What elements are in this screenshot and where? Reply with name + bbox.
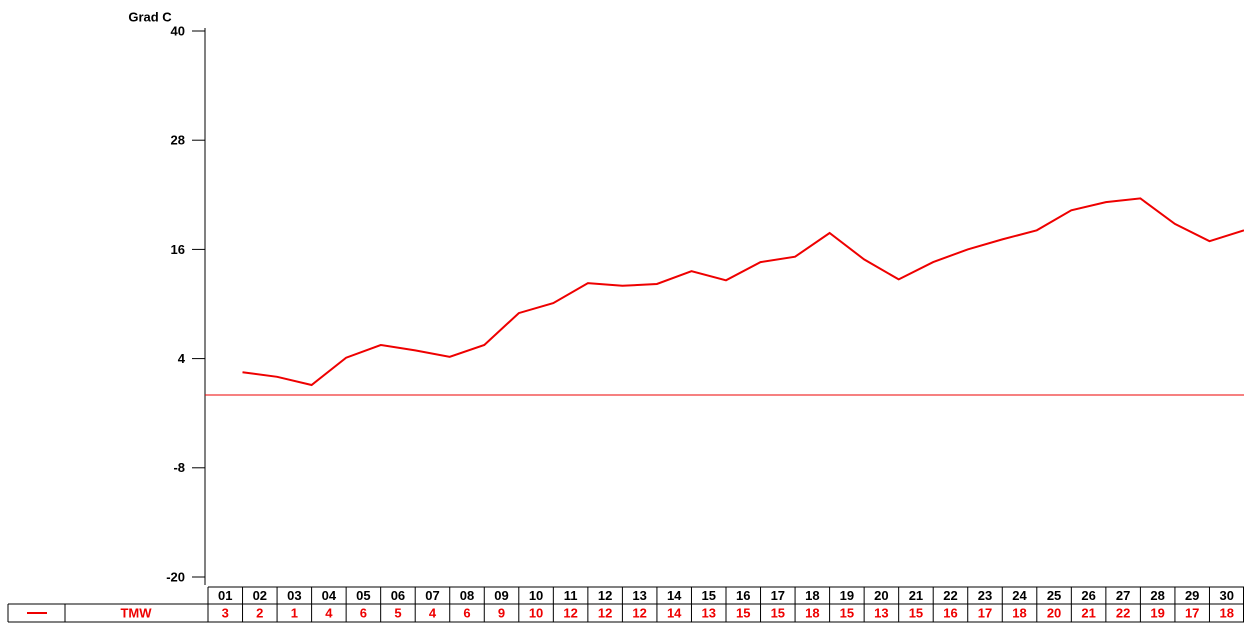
y-axis-label: Grad C — [128, 9, 172, 24]
y-tick-label: 16 — [171, 242, 185, 257]
data-label: 6 — [360, 605, 367, 620]
data-label: 18 — [1219, 605, 1233, 620]
x-tick-label: 02 — [253, 588, 267, 603]
data-label: 13 — [701, 605, 715, 620]
data-label: 12 — [632, 605, 646, 620]
y-tick-label: 28 — [171, 133, 185, 148]
y-tick-label: 40 — [171, 23, 185, 38]
data-label: 9 — [498, 605, 505, 620]
x-tick-label: 09 — [494, 588, 508, 603]
x-tick-label: 27 — [1116, 588, 1130, 603]
data-label: 17 — [1185, 605, 1199, 620]
data-label: 21 — [1081, 605, 1095, 620]
x-tick-label: 01 — [218, 588, 232, 603]
x-tick-label: 03 — [287, 588, 301, 603]
x-tick-label: 16 — [736, 588, 750, 603]
x-tick-label: 24 — [1012, 588, 1027, 603]
x-tick-label: 15 — [701, 588, 715, 603]
data-label: 15 — [736, 605, 750, 620]
data-label: 12 — [598, 605, 612, 620]
x-tick-label: 05 — [356, 588, 370, 603]
data-label: 16 — [943, 605, 957, 620]
y-tick-label: 4 — [178, 351, 186, 366]
x-tick-label: 28 — [1150, 588, 1164, 603]
x-tick-label: 04 — [322, 588, 337, 603]
x-tick-label: 26 — [1081, 588, 1095, 603]
x-tick-label: 06 — [391, 588, 405, 603]
x-tick-label: 14 — [667, 588, 682, 603]
x-tick-label: 22 — [943, 588, 957, 603]
data-label: 18 — [1012, 605, 1026, 620]
x-tick-label: 13 — [632, 588, 646, 603]
data-label: 5 — [394, 605, 401, 620]
x-tick-label: 10 — [529, 588, 543, 603]
line-series — [242, 197, 1244, 387]
x-tick-label: 20 — [874, 588, 888, 603]
data-label: 19 — [1150, 605, 1164, 620]
x-tick-label: 12 — [598, 588, 612, 603]
data-label: 15 — [909, 605, 923, 620]
legend-label: TMW — [120, 605, 152, 620]
x-tick-label: 18 — [805, 588, 819, 603]
data-label: 2 — [256, 605, 263, 620]
data-label: 4 — [429, 605, 437, 620]
x-tick-label: 19 — [840, 588, 854, 603]
x-tick-label: 21 — [909, 588, 923, 603]
data-label: 4 — [325, 605, 333, 620]
x-tick-label: 07 — [425, 588, 439, 603]
data-label: 6 — [463, 605, 470, 620]
data-label: 20 — [1047, 605, 1061, 620]
x-tick-label: 29 — [1185, 588, 1199, 603]
x-tick-label: 30 — [1219, 588, 1233, 603]
data-label: 15 — [771, 605, 785, 620]
x-tick-label: 23 — [978, 588, 992, 603]
data-label: 13 — [874, 605, 888, 620]
data-label: 14 — [667, 605, 682, 620]
data-label: 15 — [840, 605, 854, 620]
y-tick-label: -20 — [166, 569, 185, 584]
data-label: 3 — [222, 605, 229, 620]
data-label: 12 — [563, 605, 577, 620]
y-tick-label: -8 — [173, 460, 185, 475]
x-tick-label: 17 — [771, 588, 785, 603]
data-label: 10 — [529, 605, 543, 620]
x-tick-label: 25 — [1047, 588, 1061, 603]
x-tick-label: 08 — [460, 588, 474, 603]
data-label: 1 — [291, 605, 298, 620]
data-label: 18 — [805, 605, 819, 620]
x-tick-label: 11 — [564, 588, 578, 603]
data-label: 22 — [1116, 605, 1130, 620]
data-label: 17 — [978, 605, 992, 620]
